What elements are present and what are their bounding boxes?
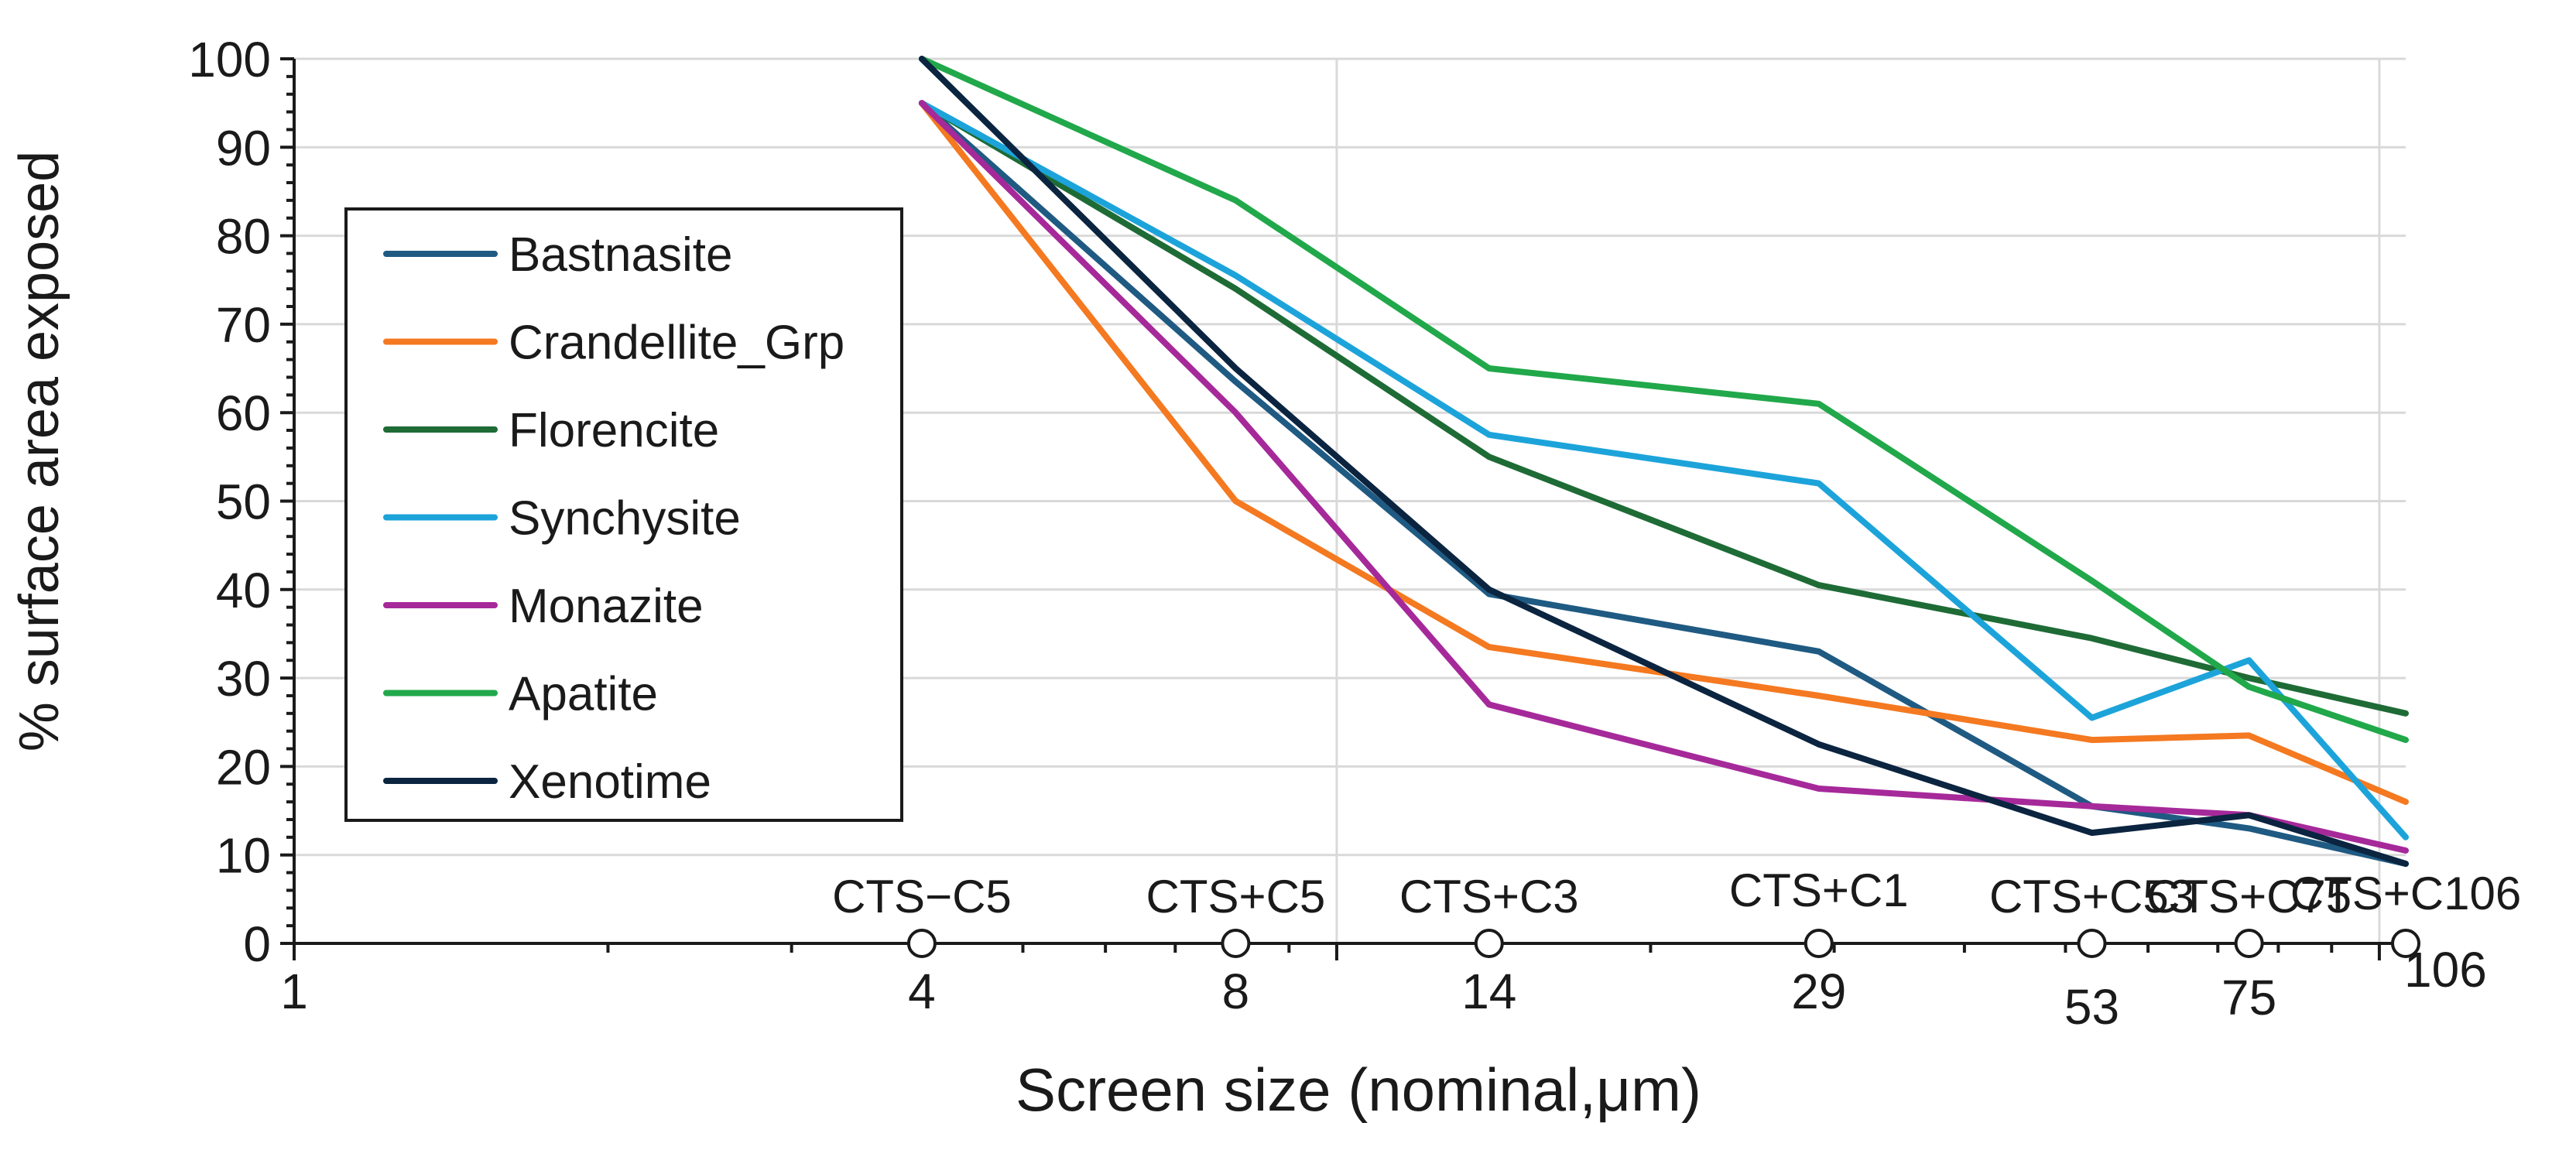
legend-label: Synchysite bbox=[509, 492, 741, 546]
x-axis-title: Screen size (nominal,μm) bbox=[1016, 1056, 1701, 1124]
y-tick-label: 70 bbox=[216, 297, 271, 353]
y-tick-label: 20 bbox=[216, 739, 271, 795]
y-tick-label: 100 bbox=[188, 32, 271, 87]
series-lines bbox=[918, 56, 2409, 868]
screen-marker bbox=[1804, 929, 1834, 958]
legend-label: Crandellite_Grp bbox=[509, 317, 844, 370]
y-tick-label: 50 bbox=[216, 474, 271, 530]
screen-marker bbox=[1221, 929, 1251, 958]
legend-label: Monazite bbox=[509, 580, 704, 633]
x-tick-label: 4 bbox=[908, 964, 936, 1019]
x-tick-label: 29 bbox=[1791, 964, 1846, 1019]
screen-marker-label: CTS+C106 bbox=[2290, 868, 2521, 919]
y-tick-label: 10 bbox=[216, 828, 271, 884]
y-axis-title: % surface area exposed bbox=[9, 151, 70, 751]
legend-label: Florencite bbox=[509, 404, 719, 457]
screen-marker bbox=[906, 929, 937, 958]
y-tick-label: 80 bbox=[216, 209, 271, 265]
y-tick-label: 90 bbox=[216, 120, 271, 176]
y-tick-label: 0 bbox=[243, 916, 271, 972]
legend-label: Xenotime bbox=[509, 755, 711, 809]
series-line-synchysite bbox=[918, 100, 2409, 840]
x-tick-label: 8 bbox=[1222, 964, 1250, 1019]
series-line-xenotime bbox=[918, 56, 2409, 868]
legend: Bastnasite Crandellite_Grp Florencite Synch… bbox=[344, 207, 903, 822]
screen-marker bbox=[1474, 929, 1504, 958]
screen-markers: CTS−C5 CTS+C5 CTS+C3 CTS+C1 CTS+C53CTS+C75CT… bbox=[832, 864, 2521, 958]
screen-marker-label: CTS+C3 bbox=[1399, 871, 1579, 923]
x-tick-label: 14 bbox=[1461, 964, 1516, 1019]
y-tick-label: 40 bbox=[216, 563, 271, 618]
x-tick-label: 53 bbox=[2064, 979, 2119, 1035]
series-line-crandellite-grp bbox=[918, 100, 2409, 806]
series-line-apatite bbox=[918, 56, 2409, 744]
screen-marker bbox=[2234, 929, 2264, 958]
screen-marker-label: CTS+C75 bbox=[2146, 871, 2352, 923]
legend-label: Bastnasite bbox=[509, 228, 733, 282]
legend-label: Apatite bbox=[509, 668, 658, 721]
screen-marker bbox=[2077, 929, 2107, 958]
screen-marker-label: CTS+C1 bbox=[1729, 864, 1909, 916]
y-tick-label: 60 bbox=[216, 385, 271, 441]
screen-marker-label: CTS+C5 bbox=[1146, 871, 1326, 923]
series-line-bastnasite bbox=[918, 100, 2409, 868]
y-tick-label: 30 bbox=[216, 651, 271, 707]
screen-marker-label: CTS+C53 bbox=[1989, 871, 2194, 923]
series-line-florencite bbox=[918, 100, 2409, 717]
screen-marker bbox=[2391, 929, 2420, 958]
x-tick-label: 1 bbox=[280, 964, 308, 1019]
screen-marker-label: CTS−C5 bbox=[832, 871, 1012, 923]
x-tick-label: 75 bbox=[2221, 970, 2276, 1025]
